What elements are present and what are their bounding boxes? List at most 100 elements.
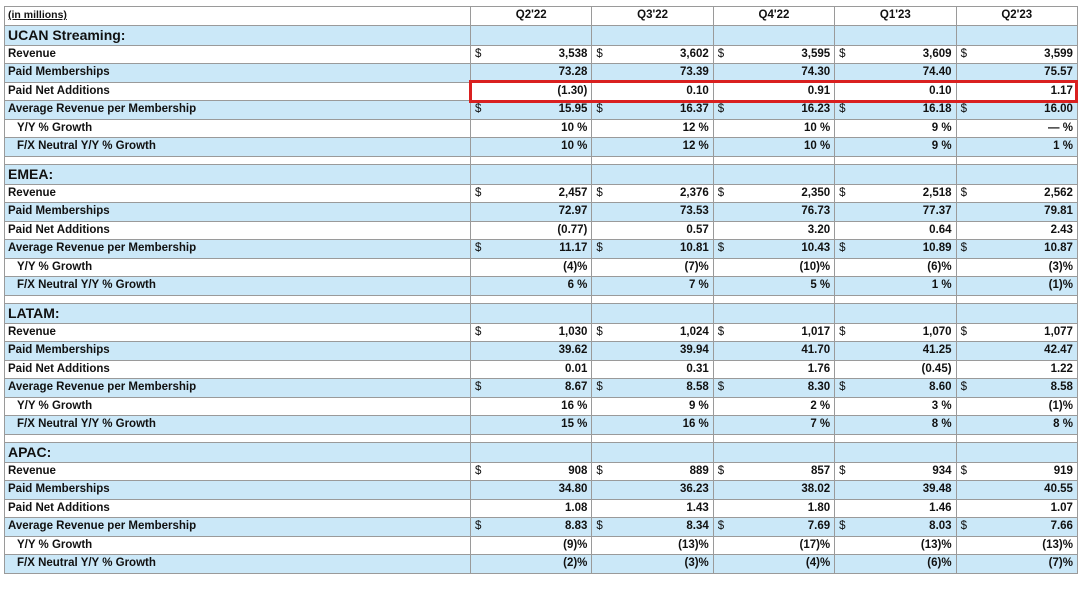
value-cell[interactable]: 0.10 xyxy=(591,81,714,101)
value-cell[interactable]: 1.08 xyxy=(469,498,593,518)
value-cell[interactable]: 74.40 xyxy=(834,63,957,83)
empty-cell[interactable] xyxy=(469,302,593,324)
value-cell[interactable]: $8.30 xyxy=(712,378,836,398)
value-cell[interactable]: 1.22 xyxy=(955,359,1078,379)
row-label[interactable]: Average Revenue per Membership xyxy=(4,239,471,259)
value-cell[interactable]: 10 % xyxy=(712,118,836,138)
region-name[interactable]: LATAM: xyxy=(4,302,471,324)
value-cell[interactable]: $8.67 xyxy=(469,378,593,398)
empty-cell[interactable] xyxy=(469,294,593,304)
empty-cell[interactable] xyxy=(469,163,593,185)
value-cell[interactable]: $11.17 xyxy=(469,239,593,259)
value-cell[interactable]: 1.46 xyxy=(834,498,957,518)
empty-cell[interactable] xyxy=(955,163,1078,185)
value-cell[interactable]: 12 % xyxy=(591,118,714,138)
value-cell[interactable]: $1,017 xyxy=(712,322,836,342)
value-cell[interactable]: 73.53 xyxy=(591,202,714,222)
value-cell[interactable]: $2,376 xyxy=(591,183,714,203)
row-label[interactable]: Revenue xyxy=(4,461,471,481)
value-cell[interactable]: $16.23 xyxy=(712,100,836,120)
value-cell[interactable]: $10.43 xyxy=(712,239,836,259)
value-cell[interactable]: 7 % xyxy=(591,276,714,296)
value-cell[interactable]: 72.97 xyxy=(469,202,593,222)
value-cell[interactable]: 8 % xyxy=(834,415,957,435)
value-cell[interactable]: $8.83 xyxy=(469,517,593,537)
value-cell[interactable]: (3)% xyxy=(955,257,1078,277)
value-cell[interactable]: (1)% xyxy=(955,276,1078,296)
value-cell[interactable]: $908 xyxy=(469,461,593,481)
value-cell[interactable]: $2,350 xyxy=(712,183,836,203)
value-cell[interactable]: 1.43 xyxy=(591,498,714,518)
value-cell[interactable]: $3,538 xyxy=(469,44,593,64)
value-cell[interactable]: 0.91 xyxy=(712,81,836,101)
value-cell[interactable]: $10.87 xyxy=(955,239,1078,259)
column-header[interactable]: Q2'22 xyxy=(469,6,593,26)
value-cell[interactable]: 0.10 xyxy=(834,81,957,101)
value-cell[interactable]: (6)% xyxy=(834,554,957,574)
value-cell[interactable]: (0.77) xyxy=(469,220,593,240)
value-cell[interactable]: 10 % xyxy=(712,137,836,157)
value-cell[interactable]: $3,609 xyxy=(834,44,957,64)
row-label[interactable]: Y/Y % Growth xyxy=(4,118,471,138)
value-cell[interactable]: 5 % xyxy=(712,276,836,296)
value-cell[interactable]: 9 % xyxy=(834,118,957,138)
value-cell[interactable]: 1 % xyxy=(955,137,1078,157)
value-cell[interactable]: 2.43 xyxy=(955,220,1078,240)
value-cell[interactable]: 36.23 xyxy=(591,480,714,500)
value-cell[interactable]: $889 xyxy=(591,461,714,481)
empty-cell[interactable] xyxy=(834,441,957,463)
value-cell[interactable]: $857 xyxy=(712,461,836,481)
value-cell[interactable]: 1.76 xyxy=(712,359,836,379)
value-cell[interactable]: (2)% xyxy=(469,554,593,574)
empty-cell[interactable] xyxy=(591,302,714,324)
value-cell[interactable]: 3 % xyxy=(834,396,957,416)
empty-cell[interactable] xyxy=(591,163,714,185)
empty-cell[interactable] xyxy=(712,163,836,185)
value-cell[interactable]: 2 % xyxy=(712,396,836,416)
row-label[interactable]: F/X Neutral Y/Y % Growth xyxy=(4,415,471,435)
value-cell[interactable]: $1,024 xyxy=(591,322,714,342)
row-label[interactable]: Paid Net Additions xyxy=(4,81,471,101)
row-label[interactable]: Paid Memberships xyxy=(4,480,471,500)
region-name[interactable]: APAC: xyxy=(4,441,471,463)
value-cell[interactable]: 77.37 xyxy=(834,202,957,222)
row-label[interactable]: Y/Y % Growth xyxy=(4,257,471,277)
value-cell[interactable]: 0.64 xyxy=(834,220,957,240)
row-label[interactable]: Paid Net Additions xyxy=(4,359,471,379)
value-cell[interactable]: $8.34 xyxy=(591,517,714,537)
empty-cell[interactable] xyxy=(955,24,1078,46)
value-cell[interactable]: (13)% xyxy=(591,535,714,555)
empty-cell[interactable] xyxy=(712,441,836,463)
value-cell[interactable]: (7)% xyxy=(591,257,714,277)
value-cell[interactable]: $8.58 xyxy=(955,378,1078,398)
empty-cell[interactable] xyxy=(955,155,1078,165)
value-cell[interactable]: 39.62 xyxy=(469,341,593,361)
value-cell[interactable]: $1,077 xyxy=(955,322,1078,342)
row-label[interactable]: Revenue xyxy=(4,183,471,203)
empty-cell[interactable] xyxy=(834,155,957,165)
value-cell[interactable]: $16.37 xyxy=(591,100,714,120)
value-cell[interactable]: (17)% xyxy=(712,535,836,555)
value-cell[interactable]: 75.57 xyxy=(955,63,1078,83)
empty-cell[interactable] xyxy=(834,294,957,304)
value-cell[interactable]: 16 % xyxy=(469,396,593,416)
value-cell[interactable]: $10.81 xyxy=(591,239,714,259)
value-cell[interactable]: 40.55 xyxy=(955,480,1078,500)
region-name[interactable]: EMEA: xyxy=(4,163,471,185)
value-cell[interactable]: 39.48 xyxy=(834,480,957,500)
empty-cell[interactable] xyxy=(469,24,593,46)
value-cell[interactable]: 42.47 xyxy=(955,341,1078,361)
value-cell[interactable]: 12 % xyxy=(591,137,714,157)
value-cell[interactable]: 74.30 xyxy=(712,63,836,83)
value-cell[interactable]: 38.02 xyxy=(712,480,836,500)
empty-cell[interactable] xyxy=(469,155,593,165)
value-cell[interactable]: 73.28 xyxy=(469,63,593,83)
value-cell[interactable]: (4)% xyxy=(712,554,836,574)
value-cell[interactable]: $16.18 xyxy=(834,100,957,120)
value-cell[interactable]: $934 xyxy=(834,461,957,481)
region-name[interactable]: UCAN Streaming: xyxy=(4,24,471,46)
value-cell[interactable]: $1,030 xyxy=(469,322,593,342)
empty-cell[interactable] xyxy=(712,24,836,46)
empty-cell[interactable] xyxy=(834,163,957,185)
value-cell[interactable]: (0.45) xyxy=(834,359,957,379)
